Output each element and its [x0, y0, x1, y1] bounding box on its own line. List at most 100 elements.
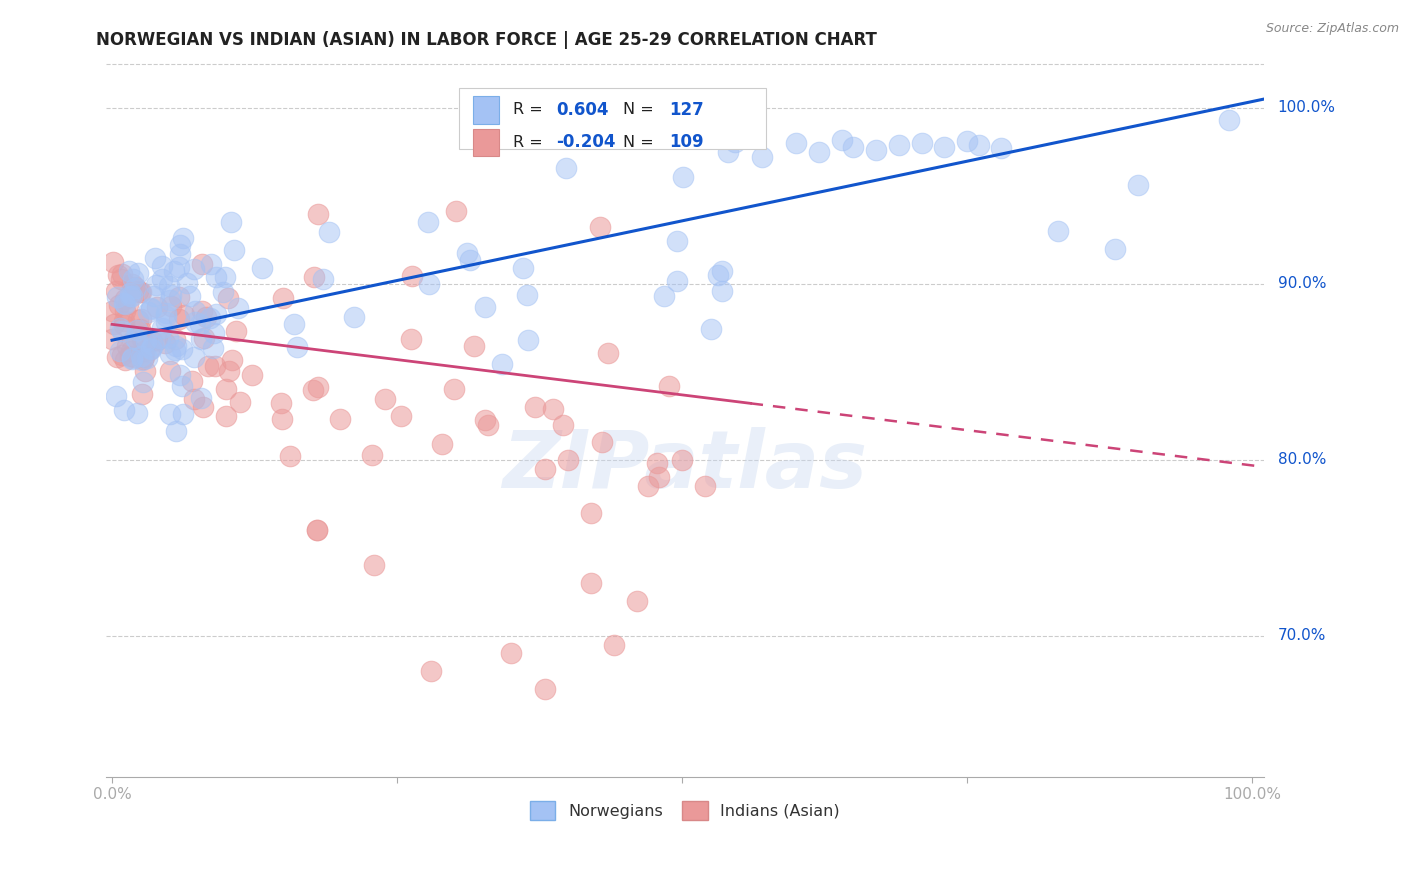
Point — [666, 235, 689, 249]
Point — [430, 437, 453, 451]
Point — [807, 145, 830, 159]
Point — [124, 280, 146, 294]
Point — [128, 322, 150, 336]
Point — [121, 277, 143, 291]
Point — [215, 383, 238, 397]
Point — [240, 368, 263, 382]
Point — [554, 161, 576, 176]
Point — [444, 203, 467, 218]
Point — [134, 364, 156, 378]
Point — [271, 411, 294, 425]
Point — [831, 132, 853, 146]
Point — [598, 346, 620, 360]
Point — [111, 267, 134, 281]
Point — [121, 351, 143, 365]
Point — [990, 141, 1012, 155]
Point — [491, 357, 513, 371]
Point — [136, 351, 159, 365]
Point — [156, 331, 179, 345]
Point — [280, 449, 302, 463]
Point — [103, 317, 125, 331]
Point — [551, 418, 574, 433]
Point — [751, 150, 773, 164]
Point — [557, 452, 579, 467]
Point — [143, 251, 166, 265]
Point — [283, 318, 305, 332]
Point — [169, 368, 191, 383]
Point — [150, 259, 173, 273]
Point — [121, 289, 143, 303]
Point — [516, 333, 538, 347]
Point — [114, 353, 136, 368]
Point — [458, 253, 481, 268]
Point — [139, 342, 162, 356]
Point — [934, 139, 956, 153]
Point — [160, 299, 183, 313]
Point — [108, 343, 131, 358]
Point — [443, 383, 465, 397]
Point — [474, 300, 496, 314]
Point — [626, 593, 648, 607]
Point — [204, 270, 226, 285]
Point — [122, 272, 145, 286]
Point — [131, 332, 153, 346]
Point — [724, 136, 747, 150]
Point — [103, 255, 125, 269]
Point — [193, 330, 215, 344]
Point — [1218, 113, 1240, 128]
Point — [183, 392, 205, 406]
Point — [516, 288, 538, 302]
Point — [120, 289, 142, 303]
Point — [183, 350, 205, 364]
Point — [139, 341, 162, 355]
Point — [150, 271, 173, 285]
Point — [127, 323, 149, 337]
Point — [165, 339, 187, 353]
Point — [221, 353, 243, 368]
Point — [534, 681, 557, 696]
Point — [191, 257, 214, 271]
Point — [226, 301, 249, 316]
Text: Source: ZipAtlas.com: Source: ZipAtlas.com — [1265, 22, 1399, 36]
Point — [637, 479, 659, 493]
Point — [389, 409, 412, 423]
Point — [967, 137, 990, 152]
Point — [418, 277, 440, 291]
Point — [159, 293, 181, 307]
Point — [700, 322, 723, 336]
Point — [318, 225, 340, 239]
Point — [603, 638, 626, 652]
Point — [107, 268, 129, 282]
Point — [652, 289, 675, 303]
Text: N =: N = — [623, 135, 658, 150]
Point — [710, 284, 733, 298]
Legend: Norwegians, Indians (Asian): Norwegians, Indians (Asian) — [523, 795, 846, 826]
Point — [363, 558, 385, 573]
Point — [170, 378, 193, 392]
Point — [198, 311, 221, 326]
Point — [401, 268, 423, 283]
Point — [219, 215, 242, 229]
Point — [105, 350, 128, 364]
Point — [169, 312, 191, 326]
Point — [114, 304, 136, 318]
Point — [145, 333, 167, 347]
Point — [155, 335, 177, 350]
Point — [125, 406, 148, 420]
Point — [671, 452, 693, 467]
Point — [150, 320, 173, 334]
Point — [159, 346, 181, 360]
Point — [190, 332, 212, 346]
Point — [112, 403, 135, 417]
Text: NORWEGIAN VS INDIAN (ASIAN) IN LABOR FORCE | AGE 25-29 CORRELATION CHART: NORWEGIAN VS INDIAN (ASIAN) IN LABOR FOR… — [96, 31, 876, 49]
Point — [717, 145, 740, 159]
Point — [110, 272, 132, 286]
Text: ZIPatlas: ZIPatlas — [502, 427, 868, 506]
Point — [136, 304, 159, 318]
Point — [155, 309, 177, 323]
Point — [129, 285, 152, 300]
Point — [127, 313, 149, 327]
Point — [420, 664, 443, 678]
Point — [108, 298, 131, 312]
Point — [135, 334, 157, 348]
